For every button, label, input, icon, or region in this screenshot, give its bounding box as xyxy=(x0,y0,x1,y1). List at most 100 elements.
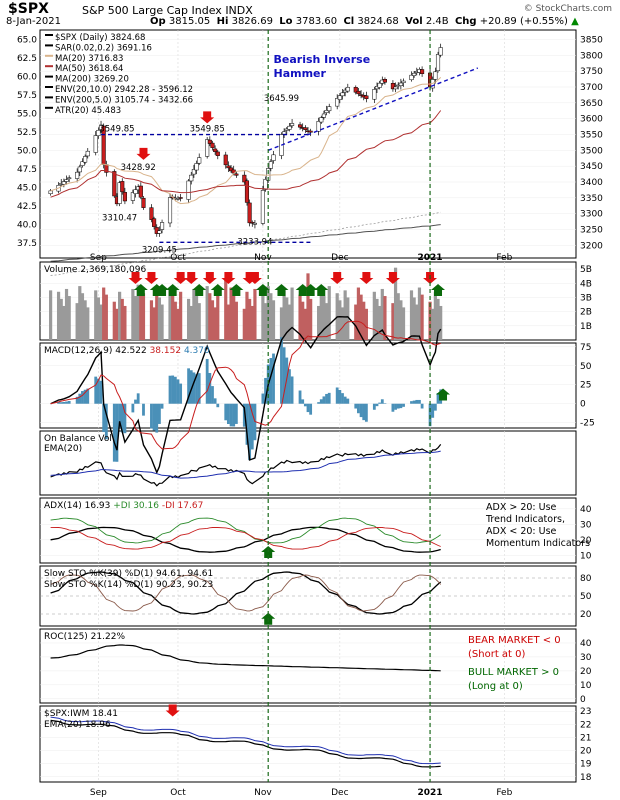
candle-body xyxy=(191,169,196,175)
price-legend-entry: $SPX (Daily) 3824.68 xyxy=(55,33,145,43)
volume-bar xyxy=(309,298,313,340)
volume-bar xyxy=(173,301,177,340)
macd-histogram-bar xyxy=(115,403,119,462)
quote-date: 8-Jan-2021 xyxy=(6,16,61,27)
macd-histogram-bar xyxy=(428,403,432,427)
ratio-ema-line xyxy=(50,716,441,765)
candle-body xyxy=(260,190,265,224)
volume-bar xyxy=(378,305,382,340)
atr-y-tick-label: 50.0 xyxy=(17,147,37,157)
macd-histogram-bar xyxy=(216,403,220,408)
volume-bar xyxy=(179,291,183,340)
volume-signal-arrow-icon xyxy=(330,272,345,284)
volume-bar xyxy=(399,300,403,340)
volume-bar xyxy=(354,304,358,340)
x-tick-label-bottom: 2021 xyxy=(418,788,443,798)
macd-histogram-bar xyxy=(168,375,172,404)
candle-body xyxy=(186,180,191,200)
macd-histogram-bar xyxy=(104,403,108,440)
volume-signal-arrow-icon xyxy=(155,284,170,296)
macd-histogram-bar xyxy=(301,399,305,404)
macd-histogram-bar xyxy=(282,347,286,404)
panel-frame-macd xyxy=(39,342,577,429)
exchange: INDX xyxy=(225,4,253,17)
macd-histogram-bar xyxy=(402,403,405,407)
macd-histogram-bar xyxy=(226,403,230,424)
volume-bar xyxy=(229,287,233,340)
candle-body xyxy=(435,54,441,72)
volume-bar xyxy=(149,300,154,340)
macd-histogram-bar xyxy=(78,393,82,404)
price-y-tick-label: 3600 xyxy=(580,115,603,125)
volume-value: 2.4B xyxy=(425,16,449,27)
macd-y-tick-label: 75 xyxy=(580,343,591,353)
volume-bar xyxy=(285,297,289,340)
volume-bar xyxy=(210,300,215,340)
macd-y-tick-label: 50 xyxy=(580,362,592,372)
volume-bar xyxy=(375,298,379,340)
panel-frame-roc xyxy=(39,628,577,704)
candle-body xyxy=(228,167,234,172)
candle-body xyxy=(420,69,425,74)
macd-histogram-bar xyxy=(136,393,140,404)
candle-body xyxy=(67,177,72,180)
price-arrow-icon xyxy=(200,111,215,124)
legend-swatch xyxy=(45,34,53,36)
candle-body xyxy=(122,192,127,202)
volume-bar xyxy=(322,296,326,340)
legend-swatch xyxy=(45,75,53,78)
candle-body xyxy=(215,151,220,156)
x-tick-label-bottom: Feb xyxy=(496,788,512,798)
volume-bar xyxy=(306,273,310,340)
volume-bar xyxy=(409,290,414,340)
ratio-y-tick-label: 19 xyxy=(580,760,592,770)
macd-histogram-bar xyxy=(362,403,366,421)
adx-y-tick-label: 20 xyxy=(580,536,592,546)
atr-y-tick-label: 60.0 xyxy=(17,73,37,83)
volume-bar xyxy=(431,308,435,340)
volume-signal-arrow-icon xyxy=(221,272,236,284)
atr-y-tick-label: 52.5 xyxy=(17,128,37,138)
macd-histogram-bar xyxy=(86,388,90,404)
volume-bar xyxy=(83,300,87,340)
volume-bar xyxy=(317,305,321,340)
macd-histogram-bar xyxy=(327,392,331,404)
volume-signal-arrow-icon xyxy=(385,272,400,284)
candle-body xyxy=(242,174,247,183)
macd-histogram-bar xyxy=(325,393,328,404)
volume-bar xyxy=(96,297,100,340)
price-legend-entry: ENV(20,10.0) 2942.28 - 3596.12 xyxy=(55,85,193,95)
volume-signal-arrow-icon xyxy=(133,284,148,296)
atr-y-tick-label: 62.5 xyxy=(17,54,37,64)
candle-body xyxy=(308,130,313,133)
ratio-ema-legend: EMA(20) 18.96 xyxy=(44,720,111,730)
trend-line xyxy=(267,67,479,151)
price-y-tick-label: 3300 xyxy=(580,210,603,220)
volume-signal-arrow-icon xyxy=(210,284,225,296)
legend-value: +DI 30.16 xyxy=(113,501,162,511)
macd-histogram-bar xyxy=(264,377,267,404)
volume-bar xyxy=(62,305,66,340)
volume-bar xyxy=(242,308,246,340)
roc-line xyxy=(50,644,441,672)
volume-bar xyxy=(372,291,376,340)
volume-signal-arrow-icon xyxy=(431,284,446,296)
candle-body xyxy=(290,123,295,126)
macd-histogram-bar xyxy=(375,403,379,407)
macd-histogram-bar xyxy=(280,337,283,404)
candle-body xyxy=(433,71,438,80)
candle-body xyxy=(252,222,257,225)
volume-bar xyxy=(415,304,419,340)
volume-bar xyxy=(67,296,71,340)
volume-bar xyxy=(226,304,230,340)
volume-bar xyxy=(245,291,249,340)
macd-histogram-bar xyxy=(123,403,127,434)
candle-body xyxy=(130,192,135,201)
volume-bar xyxy=(232,294,236,340)
volume-bar xyxy=(99,304,103,340)
price-annotation-label: 3645.99 xyxy=(264,94,299,104)
price-legend-entry: ENV(200,5.0) 3105.74 - 3432.66 xyxy=(55,95,193,105)
candle-body xyxy=(226,165,231,169)
volume-bar xyxy=(141,293,146,340)
volume-bar xyxy=(123,305,127,340)
